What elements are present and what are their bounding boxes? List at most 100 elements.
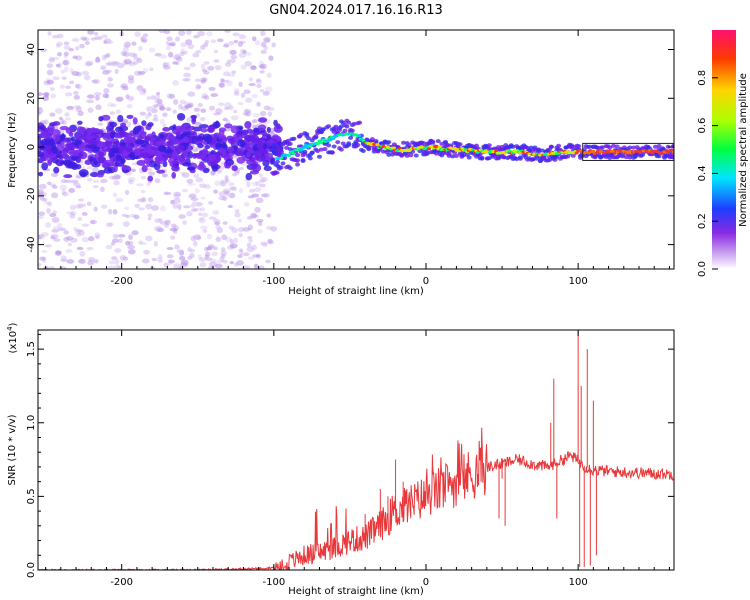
spectrogram-noise-cell <box>243 109 249 116</box>
spectrogram-noise-cell <box>100 178 108 184</box>
spectrogram-noise-cell <box>44 94 50 98</box>
spectrogram-noise-cell <box>138 198 147 203</box>
spectrogram-noise-cell <box>66 105 74 110</box>
spectrogram-band-cell <box>410 149 416 154</box>
spectrogram-band-cell <box>67 143 76 151</box>
spectrogram-band-cell <box>257 124 267 131</box>
spectrogram-noise-cell <box>126 121 132 128</box>
spectrogram-noise-cell <box>92 167 99 173</box>
spectrogram-noise-cell <box>251 181 259 187</box>
spectrogram-noise-cell <box>233 88 240 93</box>
spectrogram-noise-cell <box>248 239 253 243</box>
spectrogram-noise-cell <box>248 77 254 82</box>
spectrogram-xtick-label: 0 <box>423 276 429 287</box>
spectrogram-band-cell <box>128 153 136 159</box>
spectrogram-band-cell <box>399 153 405 158</box>
spectrogram-noise-cell <box>215 236 222 243</box>
spectrogram-ridge-cell <box>381 144 386 148</box>
spectrogram-noise-cell <box>55 250 62 255</box>
spectrogram-noise-cell <box>73 226 78 232</box>
snr-series-line <box>38 427 674 570</box>
spectrogram-noise-cell <box>253 263 259 269</box>
spectrogram-noise-cell <box>220 253 226 259</box>
spectrogram-band-cell <box>457 142 463 147</box>
spectrogram-band-cell <box>53 150 63 155</box>
spectrogram-noise-cell <box>68 80 75 85</box>
spectrogram-noise-cell <box>196 235 202 241</box>
spectrogram-noise-cell <box>168 42 176 47</box>
spectrogram-noise-cell <box>46 79 54 85</box>
spectrogram-band-cell <box>627 155 633 160</box>
spectrogram-noise-cell <box>115 96 124 102</box>
spectrogram-noise-cell <box>74 83 81 89</box>
spectrogram-band-cell <box>76 126 85 133</box>
spectrogram-band-cell <box>231 165 238 172</box>
spectrogram-noise-cell <box>192 52 200 58</box>
spectrogram-noise-cell <box>229 58 236 64</box>
spectrogram-noise-cell <box>155 257 164 262</box>
spectrogram-band-cell <box>342 128 348 133</box>
spectrogram-noise-cell <box>46 69 54 76</box>
spectrogram-noise-cell <box>101 34 108 38</box>
spectrogram-noise-cell <box>162 62 169 68</box>
spectrogram-band-cell <box>461 153 467 158</box>
spectrogram-noise-cell <box>40 48 48 53</box>
spectrogram-band-cell <box>156 136 162 142</box>
spectrogram-noise-cell <box>195 78 200 82</box>
spectrogram-band-cell <box>187 166 195 171</box>
spectrogram-band-cell <box>556 143 562 148</box>
spectrogram-band-cell <box>479 156 485 161</box>
spectrogram-band-cell <box>183 150 189 157</box>
spectrogram-ridge-cell <box>315 142 320 146</box>
spectrogram-noise-cell <box>216 169 222 174</box>
spectrogram-frame <box>37 29 675 270</box>
spectrogram-noise-cell <box>162 112 168 117</box>
spectrogram-noise-cell <box>64 85 72 90</box>
spectrogram-band-cell <box>47 127 54 135</box>
spectrogram-noise-cell <box>240 92 246 99</box>
spectrogram-noise-cell <box>133 70 142 77</box>
spectrogram-noise-cell <box>122 221 130 227</box>
spectrogram-band-cell <box>656 143 662 148</box>
spectrogram-band-cell <box>386 152 392 157</box>
spectrogram-noise-cell <box>250 212 257 219</box>
spectrogram-noise-cell <box>186 178 194 184</box>
spectrogram-band-cell <box>169 135 176 141</box>
spectrogram-band-cell <box>313 134 319 139</box>
spectrogram-noise-cell <box>60 179 67 183</box>
spectrogram-noise-cell <box>107 102 113 108</box>
spectrogram-noise-cell <box>55 43 61 48</box>
spectrogram-noise-cell <box>271 42 276 48</box>
spectrogram-noise-cell <box>266 72 272 78</box>
spectrogram-band-cell <box>200 128 208 133</box>
spectrogram-noise-cell <box>121 213 127 217</box>
spectrogram-noise-cell <box>213 112 221 116</box>
spectrogram-noise-cell <box>229 186 237 191</box>
spectrogram-noise-cell <box>178 30 186 36</box>
spectrogram-noise-cell <box>113 61 120 65</box>
spectrogram-noise-cell <box>252 112 260 118</box>
spectrogram-band-cell <box>253 127 260 133</box>
spectrogram-band-cell <box>125 132 133 139</box>
spectrogram-band-cell <box>133 125 142 133</box>
spectrogram-noise-cell <box>178 103 183 110</box>
spectrogram-band-cell <box>114 133 121 139</box>
spectrogram-band-cell <box>671 155 674 160</box>
spectrogram-noise-cell <box>242 112 248 116</box>
spectrogram-noise-cell <box>61 192 69 197</box>
spectrogram-noise-cell <box>72 55 78 60</box>
colorbar-tick-label: 0.6 <box>697 118 708 134</box>
spectrogram-band-cell <box>656 154 662 159</box>
spectrogram-noise-cell <box>176 56 183 62</box>
spectrogram-noise-cell <box>229 49 237 56</box>
spectrogram-band-cell <box>79 171 87 178</box>
spectrogram-noise-cell <box>249 65 257 71</box>
spectrogram-band-cell <box>211 164 219 172</box>
spectrogram-band-cell <box>174 145 181 151</box>
spectrogram-noise-cell <box>81 211 88 216</box>
spectrogram-noise-cell <box>127 78 135 84</box>
spectrogram-band-cell <box>486 143 492 148</box>
spectrogram-band-cell <box>74 134 80 139</box>
spectrogram-noise-cell <box>247 256 255 260</box>
spectrogram-noise-cell <box>101 54 107 61</box>
